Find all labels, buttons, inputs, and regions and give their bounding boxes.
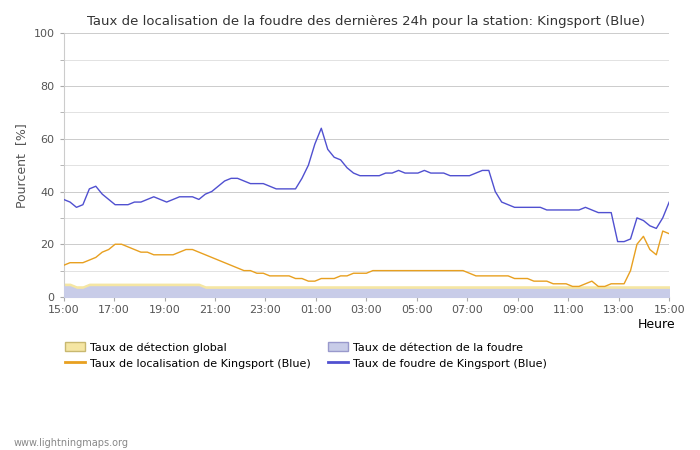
X-axis label: Heure: Heure [638,318,676,331]
Text: www.lightningmaps.org: www.lightningmaps.org [14,438,129,448]
Legend: Taux de détection global, Taux de localisation de Kingsport (Blue), Taux de déte: Taux de détection global, Taux de locali… [64,342,547,369]
Title: Taux de localisation de la foudre des dernières 24h pour la station: Kingsport (: Taux de localisation de la foudre des de… [88,15,645,28]
Y-axis label: Pourcent  [%]: Pourcent [%] [15,123,28,207]
